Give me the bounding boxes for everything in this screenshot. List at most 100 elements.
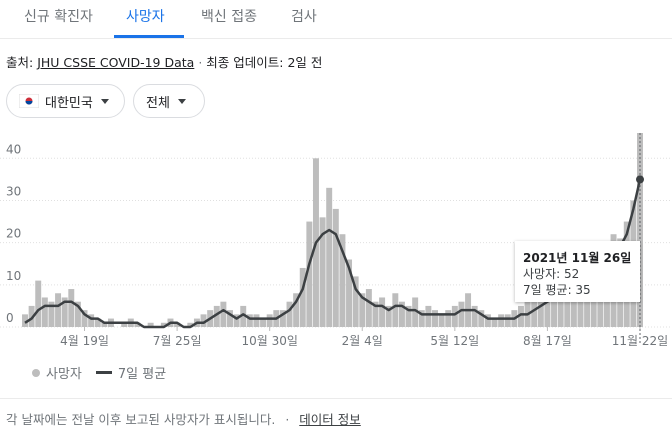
bar [266, 314, 273, 327]
bar [48, 301, 55, 327]
divider [0, 398, 672, 399]
x-tick-label: 5월 12일 [430, 334, 479, 348]
bar [94, 318, 101, 327]
bar [339, 234, 346, 327]
bar [365, 289, 372, 327]
separator: · [198, 55, 203, 70]
source-line: 출처: JHU CSSE COVID-19 Data · 최종 업데이트: 2일… [6, 52, 322, 71]
separator: · [285, 412, 290, 427]
bar [220, 301, 227, 327]
bar [405, 305, 412, 327]
tab[interactable]: 사망자 [126, 9, 165, 25]
bar [134, 322, 141, 327]
bar [432, 310, 438, 327]
bar [213, 305, 220, 327]
tooltip [515, 241, 640, 302]
y-tick-label: 0 [6, 311, 14, 325]
bar [392, 293, 399, 327]
source-link[interactable]: JHU CSSE COVID-19 Data [37, 55, 195, 70]
tooltip-line: 7일 평균: 35 [523, 283, 591, 297]
bar [81, 310, 88, 327]
chart: 0 10 20 30 40 4월 19일 7월 25일 10월 30일 2월 4일 5월 12일 8… [0, 133, 672, 348]
bar [517, 305, 524, 327]
caret [100, 98, 109, 104]
source-label: 출처: [6, 55, 34, 70]
footer-link[interactable]: 데이터 정보 [299, 412, 361, 427]
bar [41, 297, 48, 327]
tab[interactable]: 신규 확진자 [24, 9, 93, 25]
bar [537, 301, 544, 327]
bar [299, 267, 306, 327]
country-chip[interactable]: 대한민국 [6, 84, 125, 118]
bar [88, 314, 95, 327]
bar [504, 314, 511, 327]
bar [306, 221, 313, 327]
tooltip-line: 사망자: 52 [523, 267, 579, 281]
bar [551, 284, 558, 327]
bar [68, 289, 75, 327]
caret [177, 98, 186, 104]
bar [418, 310, 425, 327]
bar [332, 208, 339, 327]
legend-swatch [95, 371, 112, 374]
bar [352, 276, 359, 327]
bar [564, 280, 571, 327]
bar [372, 301, 379, 327]
legend-label: 7일 평균 [117, 367, 167, 382]
bar [491, 318, 498, 327]
legend: 사망자 7일 평균 [32, 363, 166, 382]
divider [0, 38, 672, 39]
bar [200, 314, 207, 327]
bar [531, 297, 538, 327]
bar [570, 284, 577, 327]
y-tick-label: 30 [6, 184, 21, 198]
chip-label: 전체 [146, 95, 170, 111]
bar [174, 322, 181, 327]
bar [359, 293, 366, 327]
range-chip[interactable]: 전체 [133, 84, 205, 118]
bar [246, 314, 253, 327]
flag [19, 94, 39, 108]
bar [227, 310, 233, 327]
updated: 최종 업데이트: 2일 전 [206, 55, 323, 70]
y-tick-label: 40 [6, 142, 21, 156]
bar [35, 280, 42, 327]
bar [55, 293, 62, 327]
chip-label: 대한민국 [45, 95, 93, 111]
tab[interactable]: 백신 접종 [201, 9, 257, 25]
footer: 각 날짜에는 전날 이후 보고된 사망자가 표시됩니다. · 데이터 정보 [6, 409, 361, 428]
bar [253, 314, 260, 327]
bar [484, 314, 491, 327]
x-tick-label: 4월 19일 [60, 334, 109, 348]
bar [319, 217, 326, 327]
legend-swatch [32, 368, 40, 377]
bar [147, 322, 154, 327]
tooltip-date: 2021년 11월 26일 [523, 250, 631, 265]
bar [233, 314, 240, 327]
bar [240, 305, 247, 327]
bar [451, 305, 458, 327]
bar [187, 322, 194, 327]
bar [498, 314, 505, 327]
avg-line [24, 179, 642, 329]
x-tick-label: 8월 17일 [523, 334, 572, 348]
bar [478, 310, 485, 327]
bar [160, 322, 167, 327]
bar [101, 322, 108, 327]
hover-dot [636, 175, 644, 184]
bar [544, 289, 551, 327]
bar [385, 305, 392, 327]
tab[interactable]: 검사 [291, 9, 317, 25]
bar [379, 297, 386, 327]
bar [61, 297, 68, 327]
bar [398, 301, 405, 327]
bar [22, 314, 28, 327]
legend-label: 사망자 [46, 367, 82, 382]
bar [412, 297, 419, 327]
bar [74, 301, 81, 327]
bar [471, 305, 478, 327]
bar [279, 310, 286, 327]
bar [293, 293, 300, 327]
footer-note: 각 날짜에는 전날 이후 보고된 사망자가 표시됩니다. [6, 412, 276, 427]
bar [557, 293, 564, 327]
